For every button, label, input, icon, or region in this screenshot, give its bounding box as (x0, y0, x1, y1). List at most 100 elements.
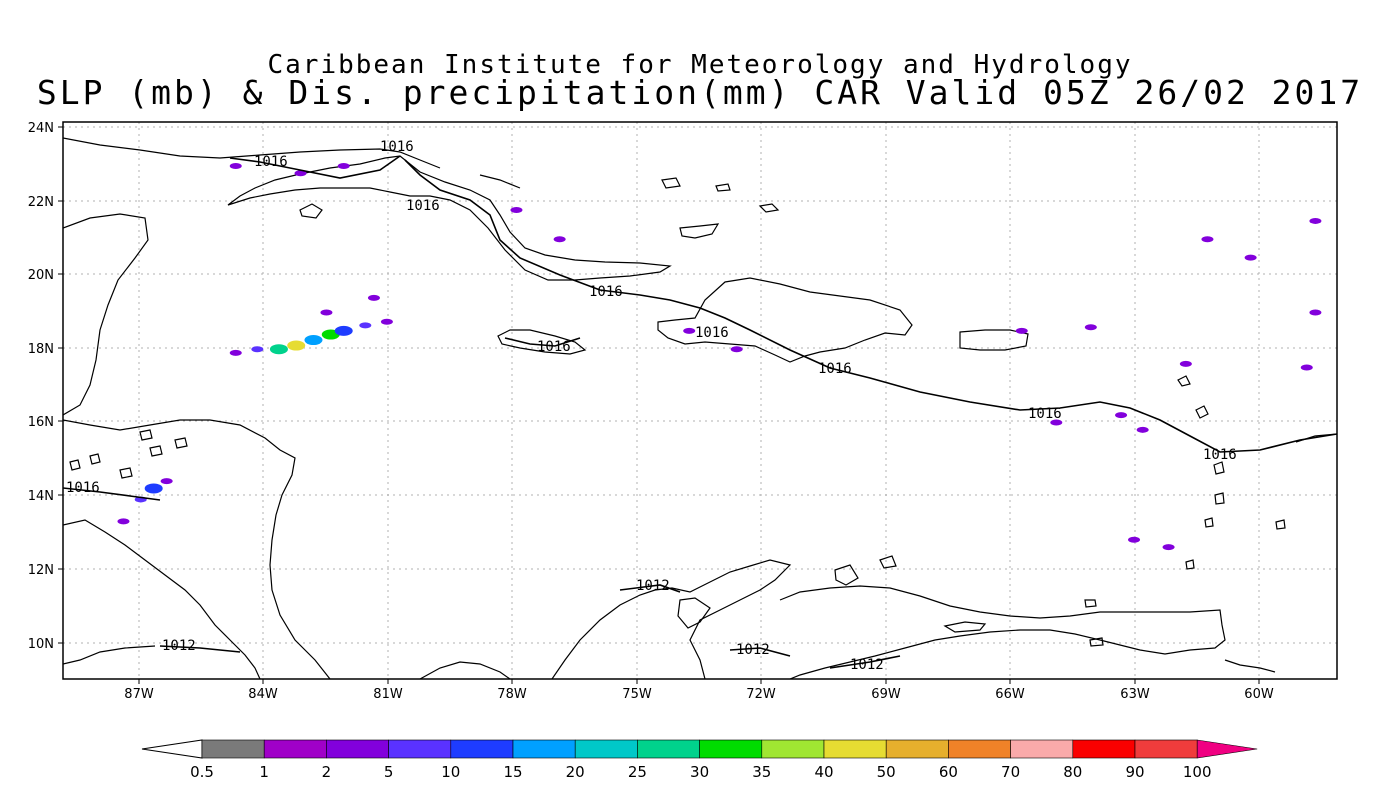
contour-label: 1016 (66, 480, 100, 496)
contour-label: 1016 (818, 361, 852, 377)
colorbar-label: 35 (752, 763, 771, 781)
contour-label: 1012 (162, 638, 196, 654)
precip-cell (1244, 254, 1257, 261)
precip-cell (683, 327, 696, 334)
precipitation-layer (117, 162, 1322, 551)
precip-cell (1128, 536, 1141, 543)
precip-cell (144, 483, 163, 494)
colorbar-label: 1 (259, 763, 269, 781)
precip-cell (337, 162, 350, 169)
colorbar-label: 25 (628, 763, 647, 781)
contour-label: 1012 (736, 642, 770, 658)
colorbar-label: 40 (814, 763, 833, 781)
x-tick-label: 63W (1120, 687, 1150, 702)
colorbar-label: 60 (939, 763, 958, 781)
y-tick-label: 10N (28, 637, 54, 652)
precip-cell (160, 478, 173, 485)
colorbar-segment (326, 739, 389, 759)
precip-cell (510, 206, 523, 213)
coastlines (63, 137, 1337, 679)
precip-cell (1179, 360, 1192, 367)
colorbar-segment (1072, 739, 1136, 759)
colorbar-segments (201, 739, 1258, 759)
colorbar-label: 5 (384, 763, 394, 781)
precip-cell (320, 309, 333, 316)
x-tick-label: 78W (497, 687, 527, 702)
colorbar-labels: 0.5 1 2 5 10 15 20 25 30 35 40 50 60 70 80 90 100 (190, 763, 1211, 781)
contour-label: 1016 (254, 154, 288, 170)
contour-label: 1012 (636, 578, 670, 594)
x-tick-label: 87W (124, 687, 154, 702)
precip-cell (1115, 412, 1128, 419)
contour-label: 1016 (1028, 406, 1062, 422)
contour-label: 1016 (1203, 447, 1237, 463)
precip-cell (1300, 364, 1313, 371)
y-tick-label: 20N (28, 268, 54, 283)
gridlines (63, 122, 1337, 679)
colorbar-segment (512, 739, 576, 759)
precip-cell (1136, 426, 1149, 433)
precip-cell (1015, 327, 1028, 334)
y-tick-label: 14N (28, 489, 54, 504)
y-axis-labels: 24N 22N 20N 18N 16N 14N 12N 10N (28, 121, 54, 652)
title-line-2: SLP (mb) & Dis. precipitation(mm) CAR Va… (36, 73, 1364, 112)
colorbar-label: 70 (1001, 763, 1020, 781)
precip-cell (334, 325, 353, 336)
precip-cell (1201, 236, 1214, 243)
colorbar-segment (1010, 739, 1074, 759)
x-tick-label: 75W (622, 687, 652, 702)
colorbar-label: 2 (322, 763, 332, 781)
colorbar-segment (823, 739, 887, 759)
colorbar-segment (885, 739, 949, 759)
contour-label: 1016 (380, 139, 414, 155)
tick-marks (58, 126, 1260, 684)
x-tick-label: 69W (871, 687, 901, 702)
colorbar-segment (450, 739, 514, 759)
precip-cell (229, 349, 242, 356)
contour-label: 1016 (406, 198, 440, 214)
colorbar-segment (388, 739, 452, 759)
precip-cell (251, 346, 264, 353)
x-tick-label: 72W (746, 687, 776, 702)
precip-cell (367, 294, 380, 301)
colorbar-label: 100 (1183, 763, 1212, 781)
precip-cell (1162, 544, 1175, 551)
colorbar: 0.5 1 2 5 10 15 20 25 30 35 40 50 60 70 80 90 100 (141, 739, 1258, 781)
x-tick-label: 66W (995, 687, 1025, 702)
precip-cell (1084, 324, 1097, 331)
colorbar-label: 0.5 (190, 763, 214, 781)
y-tick-label: 18N (28, 342, 54, 357)
y-tick-label: 12N (28, 563, 54, 578)
x-tick-label: 81W (373, 687, 403, 702)
isobars (63, 155, 1337, 669)
contour-label: 1016 (695, 325, 729, 341)
title-line-1: Caribbean Institute for Meteorology and … (267, 50, 1133, 80)
y-tick-label: 22N (28, 195, 54, 210)
colorbar-label: 90 (1125, 763, 1144, 781)
y-tick-label: 24N (28, 121, 54, 136)
precip-cell (380, 318, 393, 325)
contour-labels: 1016 1016 1016 1016 1016 1016 1016 1016 … (66, 139, 1237, 673)
x-axis-labels: 87W 84W 81W 78W 75W 72W 69W 66W 63W 60W (124, 687, 1274, 702)
colorbar-segment (201, 739, 265, 759)
colorbar-label: 80 (1063, 763, 1082, 781)
contour-label: 1016 (537, 339, 571, 355)
precip-cell (229, 162, 242, 169)
colorbar-segment (574, 739, 638, 759)
precip-cell (117, 518, 130, 525)
map-frame (62, 121, 1338, 680)
precip-cell (287, 340, 306, 351)
precip-cell (1309, 309, 1322, 316)
colorbar-upper-arrow (1196, 739, 1258, 759)
colorbar-segment (637, 739, 700, 759)
y-tick-label: 16N (28, 415, 54, 430)
colorbar-segment (699, 739, 763, 759)
contour-label: 1012 (850, 657, 884, 673)
colorbar-label: 15 (503, 763, 522, 781)
precip-cell (1050, 419, 1063, 426)
precip-cell (359, 322, 372, 329)
precip-cell (730, 346, 743, 353)
x-tick-label: 84W (248, 687, 278, 702)
precip-cell (304, 335, 323, 346)
